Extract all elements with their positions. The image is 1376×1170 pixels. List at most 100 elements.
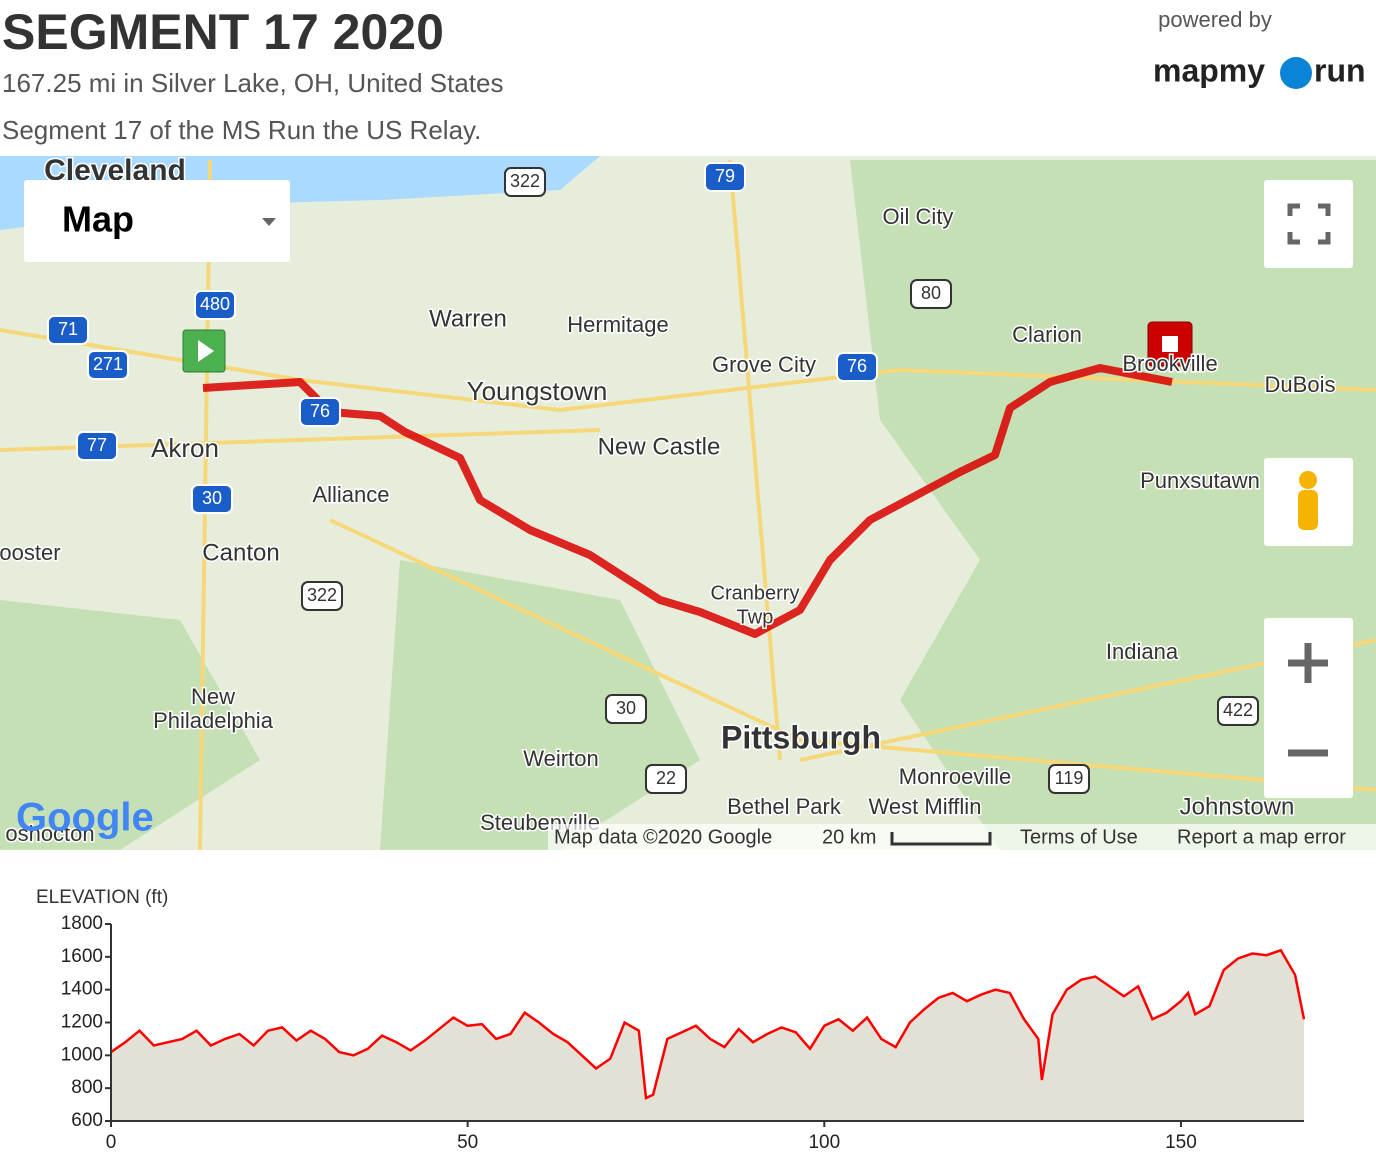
road-shield bbox=[605, 694, 647, 724]
fullscreen-icon bbox=[1287, 203, 1331, 245]
route bbox=[202, 364, 1173, 638]
road-number: 30 bbox=[616, 698, 636, 718]
place-label: DuBois bbox=[1265, 372, 1336, 397]
road-number: 119 bbox=[1055, 768, 1084, 788]
place-label: Alliance bbox=[312, 482, 389, 507]
place-label: Weirton bbox=[523, 746, 598, 771]
route-title: SEGMENT 17 2020 bbox=[2, 4, 444, 60]
lake bbox=[0, 156, 600, 230]
pegman-body bbox=[1298, 490, 1318, 530]
brand-icon bbox=[1280, 57, 1312, 89]
road-shield bbox=[87, 350, 129, 380]
map-type-control[interactable] bbox=[24, 180, 290, 262]
place-label: Grove City bbox=[712, 352, 816, 377]
road-number: 79 bbox=[715, 166, 735, 186]
dropdown-arrow bbox=[262, 218, 276, 226]
road-number: 76 bbox=[310, 401, 330, 421]
elevation-line bbox=[110, 948, 1306, 1100]
pegman bbox=[1299, 471, 1317, 489]
y-tick-label: 1600 bbox=[61, 946, 103, 967]
chart-title: ELEVATION (ft) bbox=[36, 887, 168, 908]
y-tick-label: 1000 bbox=[61, 1044, 103, 1065]
x-tick-label: 100 bbox=[808, 1132, 840, 1153]
road-shield bbox=[47, 315, 89, 345]
road-number: 322 bbox=[307, 585, 337, 605]
y-tick-label: 800 bbox=[71, 1077, 103, 1098]
route-description: Segment 17 of the MS Run the US Relay. bbox=[2, 115, 481, 145]
place-label: Youngstown bbox=[467, 376, 608, 406]
road-number: 77 bbox=[87, 435, 107, 455]
x-tick-label: 150 bbox=[1165, 1132, 1197, 1153]
place-label: Bethel Park bbox=[727, 794, 842, 819]
place-label: New Castle bbox=[598, 433, 721, 460]
map-type-label: Map bbox=[62, 199, 134, 240]
road-shield bbox=[1217, 696, 1259, 726]
forest bbox=[0, 160, 1376, 850]
place-label: Monroeville bbox=[899, 764, 1012, 789]
report-link[interactable]: Report a map error bbox=[1177, 826, 1346, 848]
powered-by: powered by bbox=[1158, 7, 1272, 32]
google-logo: Google bbox=[16, 796, 154, 840]
place-label: Brookville bbox=[1122, 351, 1217, 376]
route-subtitle: 167.25 mi in Silver Lake, OH, United Sta… bbox=[2, 68, 503, 98]
place-label: Akron bbox=[151, 433, 219, 463]
road-number: 71 bbox=[58, 319, 78, 339]
place-label: Punxsutawn bbox=[1140, 468, 1260, 493]
place-label: Philadelphia bbox=[153, 708, 274, 733]
scale-bar bbox=[890, 832, 992, 846]
place-label: New bbox=[191, 684, 235, 709]
terms-link[interactable]: Terms of Use bbox=[1020, 826, 1138, 848]
scale-label: 20 km bbox=[822, 826, 876, 848]
road-number: 30 bbox=[202, 488, 222, 508]
road-number: 480 bbox=[200, 294, 230, 314]
road-number: 76 bbox=[847, 356, 867, 376]
road-shield bbox=[704, 162, 746, 192]
road-shield bbox=[645, 764, 687, 794]
road-number: 322 bbox=[510, 171, 540, 191]
start-icon bbox=[198, 340, 214, 362]
place-label: ooster bbox=[0, 540, 61, 565]
road-shield bbox=[836, 352, 878, 382]
place-label: Clarion bbox=[1012, 322, 1082, 347]
place-label: West Mifflin bbox=[869, 794, 982, 819]
y-tick-label: 1200 bbox=[61, 1012, 103, 1033]
road-number: 80 bbox=[921, 283, 941, 303]
place-label: Pittsburgh bbox=[721, 719, 881, 755]
place-label: Cranberry bbox=[711, 582, 800, 604]
fullscreen-button[interactable] bbox=[1264, 180, 1353, 268]
place-label: Oil City bbox=[883, 204, 954, 229]
attribution-bar bbox=[548, 824, 1376, 850]
road-shield bbox=[301, 581, 343, 611]
brand-run: run bbox=[1314, 52, 1366, 88]
road-shield bbox=[504, 167, 546, 197]
elevation-chart: ELEVATION (ft) 6008001000120014001600180… bbox=[36, 887, 1306, 1153]
place-label: Twp bbox=[737, 606, 774, 628]
place-label: Canton bbox=[202, 539, 279, 566]
y-tick-label: 1400 bbox=[61, 979, 103, 1000]
place-label: Hermitage bbox=[567, 312, 668, 337]
road-shield bbox=[191, 484, 233, 514]
end-icon bbox=[1162, 336, 1178, 352]
road-shield bbox=[194, 290, 236, 320]
road-shield bbox=[299, 397, 341, 427]
x-tick-label: 0 bbox=[106, 1132, 117, 1153]
road-shield bbox=[1048, 764, 1090, 794]
road-shield bbox=[76, 431, 118, 461]
attribution: Map data ©2020 Google bbox=[554, 826, 772, 848]
y-tick-label: 1800 bbox=[61, 913, 103, 934]
place-label: oshocton bbox=[5, 821, 94, 846]
road-number: 422 bbox=[1223, 700, 1253, 720]
brand-mapmy: mapmy bbox=[1153, 52, 1265, 88]
zoom-control bbox=[1264, 618, 1353, 798]
y-tick-label: 600 bbox=[71, 1110, 103, 1131]
x-tick-label: 50 bbox=[457, 1132, 478, 1153]
place-label: Johnstown bbox=[1180, 793, 1295, 820]
road-number: 22 bbox=[656, 768, 676, 788]
zoom-in[interactable] bbox=[1288, 643, 1328, 683]
place-label: Indiana bbox=[1106, 639, 1179, 664]
road-shield bbox=[910, 279, 952, 309]
place-label: Warren bbox=[429, 305, 507, 332]
